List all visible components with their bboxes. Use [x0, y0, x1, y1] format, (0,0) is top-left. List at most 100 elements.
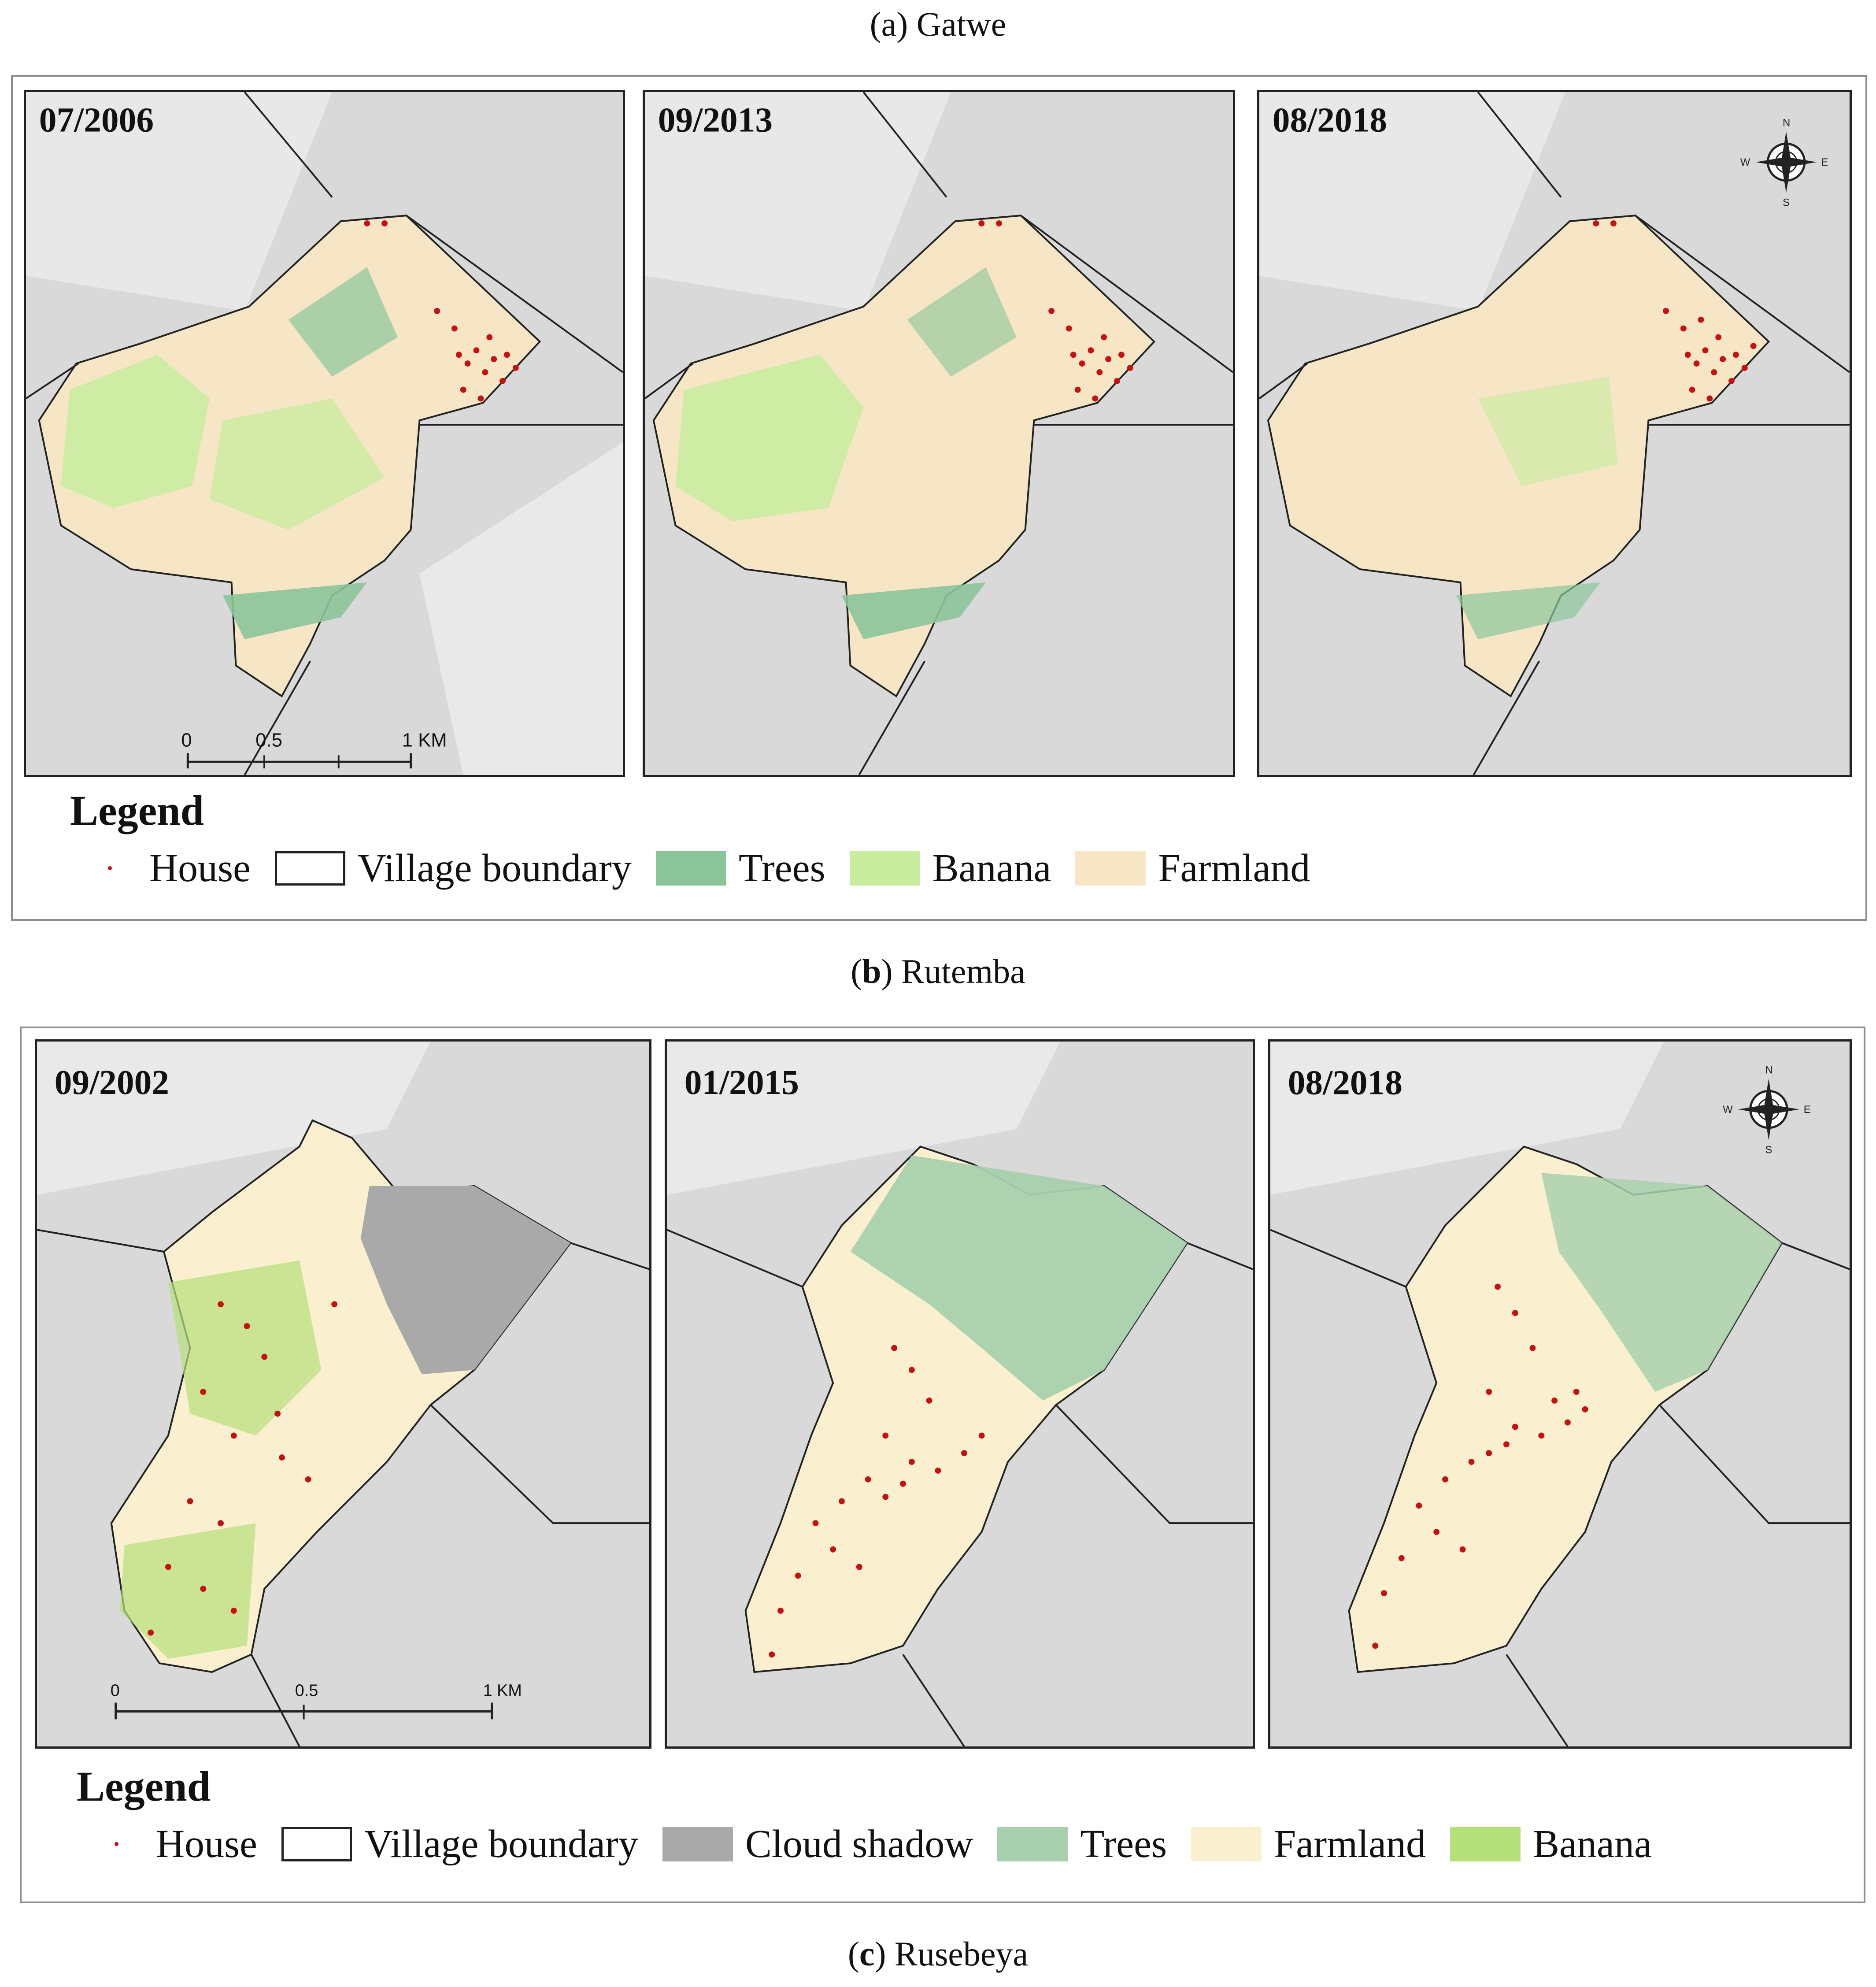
top-legend: House Village boundary Trees Banana Farm…: [101, 845, 1334, 891]
banana-patch: [675, 355, 864, 521]
hillshade-light: [26, 92, 332, 311]
neighbor-boundaries: [1270, 1229, 1850, 1746]
legend-title: Legend: [70, 787, 204, 834]
compass-label: N: [1783, 117, 1790, 129]
top-map-2: 09/2013: [643, 90, 1235, 777]
scale-tick-label: 0.5: [255, 729, 282, 751]
scale-tick-label: 1 KM: [402, 729, 447, 751]
top-village-polygon: [652, 215, 1156, 698]
compass-label: E: [1821, 156, 1828, 168]
caption-c-text: Rusebeya: [894, 1935, 1029, 1973]
scale-bar: 0 0.5 1 KM: [111, 1681, 522, 1720]
map-date-label: 09/2002: [55, 1063, 169, 1102]
caption-a-text: Gatwe: [916, 5, 1006, 43]
bottom-legend: House Village boundary Cloud shadow Tree…: [107, 1821, 1676, 1867]
compass-label: W: [1740, 156, 1750, 168]
scale-tick-label: 0: [181, 729, 192, 751]
banana-patch: [209, 398, 385, 530]
banana-patch: [120, 1523, 256, 1659]
caption-a: (a) Gatwe: [870, 5, 1006, 43]
scale-tick-label: 1 KM: [483, 1681, 522, 1700]
house-dot-icon: [101, 851, 118, 886]
legend-item-banana: Banana: [849, 845, 1051, 891]
legend-label: Farmland: [1274, 1822, 1426, 1866]
bottom-map-3: 08/2018 N E S W: [1268, 1039, 1852, 1749]
compass-icon: N E S W: [1740, 117, 1828, 208]
neighbor-boundaries: [645, 92, 1233, 775]
legend-item-house: House: [101, 845, 251, 891]
legend-label: Trees: [738, 846, 825, 890]
legend-item-trees: Trees: [997, 1821, 1167, 1867]
neighbor-boundaries: [667, 1229, 1253, 1746]
house-dot-icon: [107, 1827, 125, 1861]
compass-label: W: [1723, 1104, 1733, 1116]
hillshade-light: [1270, 1042, 1664, 1195]
map-date-label: 07/2006: [39, 100, 154, 139]
top-map-1-svg: 07/2006 0 0.5 1 KM: [26, 92, 623, 775]
legend-title: Legend: [77, 1763, 211, 1810]
top-map-3-svg: 08/2018 N E S W: [1259, 92, 1850, 775]
bottom-map-3-svg: 08/2018 N E S W: [1270, 1042, 1850, 1746]
legend-item-banana: Banana: [1450, 1821, 1652, 1867]
trees-patch: [1541, 1173, 1782, 1392]
top-map-1: 07/2006 0 0.5 1 KM: [24, 90, 625, 777]
legend-item-village-boundary: Village boundary: [281, 1821, 638, 1867]
bottom-map-1-svg: 09/2002 0 0.5 1 KM: [37, 1042, 649, 1746]
boundary-swatch: [274, 851, 345, 886]
hillshade-light: [419, 442, 623, 775]
caption-c: (c) Rusebeya: [847, 1935, 1029, 1973]
bottom-map-1: 09/2002 0 0.5 1 KM: [35, 1039, 651, 1749]
banana-patch: [168, 1260, 322, 1436]
neighbor-boundaries: [37, 1229, 649, 1746]
caption-b: (b) Rutemba: [851, 952, 1025, 990]
house-cluster: [1372, 1283, 1588, 1649]
legend-label: Trees: [1080, 1822, 1167, 1866]
scale-tick-label: 0: [111, 1681, 120, 1700]
trees-swatch: [997, 1827, 1068, 1861]
farmland-swatch: [1191, 1827, 1262, 1861]
legend-item-cloud-shadow: Cloud shadow: [662, 1821, 973, 1867]
hillshade-light: [645, 92, 951, 311]
legend-label: Village boundary: [364, 1822, 638, 1866]
bottom-figure: 09/2002 0 0.5 1 KM 01/2015: [20, 1027, 1865, 1903]
legend-label: Banana: [932, 846, 1051, 890]
trees-patch: [850, 1155, 1188, 1401]
neighbor-boundaries: [26, 92, 623, 775]
legend-item-trees: Trees: [655, 845, 825, 891]
house-cluster: [148, 1301, 338, 1636]
house-cluster: [978, 220, 1133, 402]
compass-label: S: [1783, 196, 1790, 208]
map-date-label: 01/2015: [685, 1063, 799, 1102]
trees-patch: [61, 355, 210, 508]
map-date-label: 08/2018: [1273, 100, 1387, 139]
scale-bar: 0 0.5 1 KM: [181, 729, 447, 769]
bottom-map-2-svg: 01/2015: [667, 1042, 1253, 1746]
cloud-shadow-swatch: [662, 1827, 733, 1861]
legend-item-farmland: Farmland: [1075, 845, 1310, 891]
trees-swatch: [655, 851, 726, 886]
house-cluster: [364, 220, 519, 402]
house-cluster: [769, 1345, 985, 1658]
hillshade-light: [1259, 92, 1565, 311]
trees-patch: [288, 267, 398, 377]
top-figure: 07/2006 0 0.5 1 KM: [11, 75, 1867, 921]
legend-item-village-boundary: Village boundary: [274, 845, 632, 891]
banana-swatch: [849, 851, 920, 886]
trees-patch: [841, 582, 986, 639]
legend-label: Village boundary: [357, 846, 632, 890]
banana-swatch: [1450, 1827, 1521, 1861]
compass-label: S: [1765, 1144, 1772, 1156]
house-cluster: [1593, 220, 1757, 402]
banana-patch: [1478, 376, 1618, 486]
legend-item-house: House: [107, 1821, 257, 1867]
top-map-3: 08/2018 N E S W: [1257, 90, 1852, 777]
top-map-2-svg: 09/2013: [645, 92, 1233, 775]
bottom-map-2: 01/2015: [665, 1039, 1255, 1749]
trees-patch: [907, 267, 1017, 377]
compass-label: E: [1804, 1104, 1811, 1116]
compass-label: N: [1765, 1064, 1772, 1076]
legend-label: Cloud shadow: [745, 1822, 973, 1866]
scale-tick-label: 0.5: [295, 1681, 318, 1700]
cloud-shadow-patch: [360, 1186, 571, 1375]
legend-label: House: [156, 1822, 257, 1866]
